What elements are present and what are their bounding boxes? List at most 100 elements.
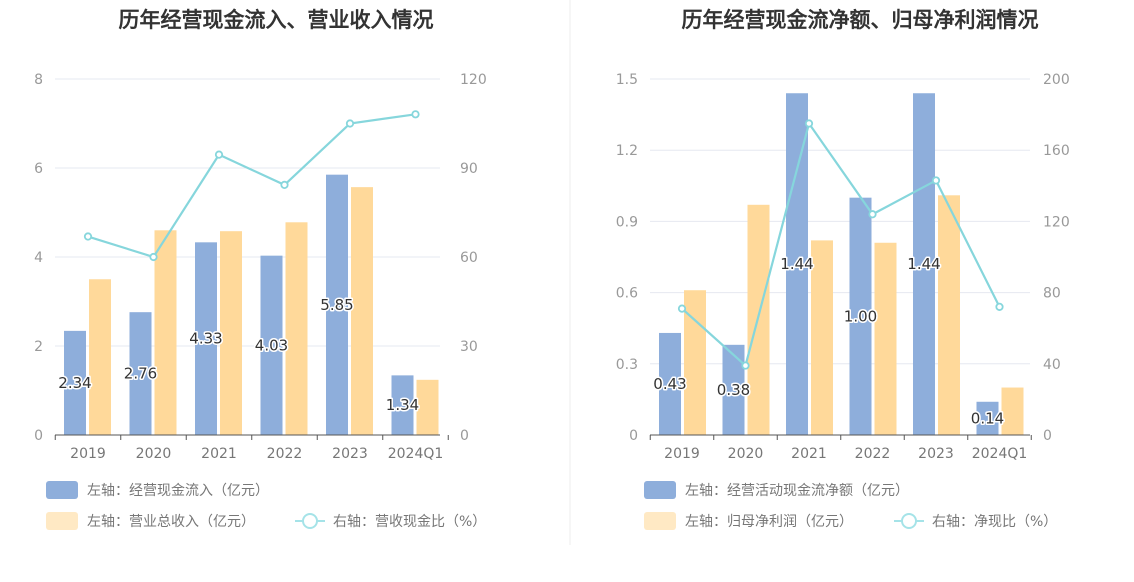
right-axis-tick: 120 xyxy=(460,72,487,88)
bar-2021-series1 xyxy=(786,93,808,436)
right-axis-tick: 160 xyxy=(1043,143,1070,159)
legend-swatch-series2 xyxy=(644,512,676,530)
data-label: 4.03 xyxy=(255,336,288,354)
bar-2023-series1 xyxy=(326,174,348,436)
left-axis-tick: 2 xyxy=(34,339,43,355)
bar-2020-series1 xyxy=(129,312,152,435)
left-axis-tick: 8 xyxy=(34,72,43,88)
legend-label: 右轴：营收现金比（%） xyxy=(333,514,486,530)
bar-2023-series1 xyxy=(913,93,935,436)
right-axis-tick: 30 xyxy=(460,339,478,355)
legend-swatch-marker xyxy=(302,513,318,529)
line-series-ratio xyxy=(87,113,416,259)
line-point-2022 xyxy=(280,180,289,190)
line-point-2024Q1 xyxy=(995,302,1004,311)
bar-2021-series2 xyxy=(811,240,833,435)
bar-2022-series1 xyxy=(849,197,872,435)
legend-label: 右轴：净现比（%） xyxy=(932,514,1057,530)
line-point-2021 xyxy=(214,150,224,159)
x-axis-label: 2022 xyxy=(267,446,303,462)
x-axis-label: 2020 xyxy=(728,446,764,462)
legend-label: 左轴：经营活动现金流净额（亿元） xyxy=(685,483,909,499)
x-axis-label: 2020 xyxy=(136,446,172,462)
bar-2024Q1-series1 xyxy=(391,375,414,435)
legend-swatch-series2 xyxy=(46,512,78,530)
bar-2021-series1 xyxy=(195,242,217,435)
chart-panel-1: 历年经营现金流入、营业收入情况 0 2 4 6 8 0 30 60 90 120 2019 2020 20… xyxy=(34,8,487,530)
legend-swatch-series1 xyxy=(644,481,676,499)
left-axis-tick: 1.5 xyxy=(616,72,638,88)
chart-title: 历年经营现金流净额、归母净利润情况 xyxy=(682,8,1039,32)
chart-title: 历年经营现金流入、营业收入情况 xyxy=(119,8,434,32)
right-axis-tick: 40 xyxy=(1043,357,1061,373)
line-point-2020 xyxy=(741,361,750,370)
legend-swatch-marker xyxy=(901,513,917,529)
line-point-2023 xyxy=(931,176,941,185)
legend-label: 左轴：归母净利润（亿元） xyxy=(685,513,853,530)
line-point-2019 xyxy=(677,304,687,313)
x-axis-label: 2024Q1 xyxy=(972,446,1028,462)
left-axis-tick: 1.2 xyxy=(616,143,638,159)
data-label: 1.44 xyxy=(780,255,813,273)
x-axis-label: 2023 xyxy=(332,446,368,462)
x-axis-label: 2022 xyxy=(855,446,891,462)
line-point-2024Q1 xyxy=(411,110,420,119)
bar-2023-series2 xyxy=(938,195,960,435)
data-label: 0.38 xyxy=(717,381,750,399)
bar-2019-series2 xyxy=(89,279,111,435)
left-axis-tick: 0 xyxy=(629,428,638,444)
line-point-2023 xyxy=(345,119,355,128)
left-axis-tick: 0 xyxy=(34,428,43,444)
data-label: 2.76 xyxy=(124,365,157,383)
left-axis-tick: 4 xyxy=(34,250,43,266)
data-label: 0.43 xyxy=(653,375,686,393)
line-point-2022 xyxy=(868,210,877,219)
bar-2022-series1 xyxy=(260,255,283,435)
right-axis-tick: 80 xyxy=(1043,286,1061,302)
legend-label: 左轴：经营现金流入（亿元） xyxy=(87,483,269,499)
left-axis-tick: 0.3 xyxy=(616,357,638,373)
bar-2024Q1-series2 xyxy=(416,379,439,435)
x-axis-label: 2021 xyxy=(201,446,237,462)
bar-2019-series1 xyxy=(64,330,86,435)
data-label: 0.14 xyxy=(971,409,1004,427)
legend-swatch-series1 xyxy=(46,481,78,499)
data-label: 4.33 xyxy=(189,330,222,348)
x-axis-label: 2019 xyxy=(664,446,700,462)
legend-label: 左轴：营业总收入（亿元） xyxy=(87,514,255,530)
data-label: 2.34 xyxy=(58,374,91,392)
bar-2022-series2 xyxy=(285,222,308,435)
line-series-ratio xyxy=(681,120,1001,368)
right-axis-tick: 90 xyxy=(460,161,478,177)
line-point-2021 xyxy=(804,119,814,128)
right-axis-tick: 0 xyxy=(1043,428,1052,444)
line-point-2020 xyxy=(149,252,158,262)
bar-2022-series2 xyxy=(874,242,897,435)
right-axis-tick: 200 xyxy=(1043,72,1070,88)
line-point-2019 xyxy=(83,232,93,241)
data-label: 1.34 xyxy=(386,396,419,414)
left-axis-tick: 6 xyxy=(34,161,43,177)
x-axis-label: 2023 xyxy=(918,446,954,462)
bar-2020-series2 xyxy=(154,230,177,435)
bar-2019-series1 xyxy=(659,332,681,435)
bar-2024Q1-series1 xyxy=(976,401,999,435)
x-axis-label: 2021 xyxy=(791,446,827,462)
bar-2024Q1-series2 xyxy=(1001,387,1024,435)
chart-panel-2: 历年经营现金流净额、归母净利润情况 0 0.3 0.6 0.9 1.2 1.5 0 40 80 12… xyxy=(616,8,1070,530)
left-axis-tick: 0.9 xyxy=(616,214,638,230)
x-axis-label: 2019 xyxy=(70,446,106,462)
right-axis-tick: 120 xyxy=(1043,214,1070,230)
x-axis-label: 2024Q1 xyxy=(388,446,444,462)
data-label: 1.44 xyxy=(907,255,940,273)
left-axis-tick: 0.6 xyxy=(616,286,638,302)
bar-2021-series2 xyxy=(220,231,242,435)
bar-2023-series2 xyxy=(351,187,373,435)
right-axis-tick: 60 xyxy=(460,250,478,266)
bar-2020-series1 xyxy=(722,344,745,435)
data-label: 5.85 xyxy=(320,296,353,314)
right-axis-tick: 0 xyxy=(460,428,469,444)
data-label: 1.00 xyxy=(844,307,877,325)
